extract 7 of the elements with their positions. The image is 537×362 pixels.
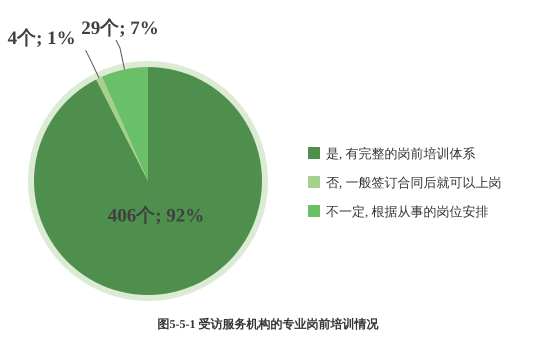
data-label: 406个; 92% bbox=[108, 205, 204, 226]
legend-label: 否, 一般签订合同后就可以上岗 bbox=[326, 175, 502, 190]
text: 图5-5-1 受访服务机构的专业岗前培训情况 bbox=[158, 317, 380, 331]
data-label: 29个; 7% bbox=[81, 18, 159, 39]
legend-label: 是, 有完整的岗前培训体系 bbox=[326, 146, 476, 161]
legend-label: 不一定, 根据从事的岗位安排 bbox=[326, 204, 488, 219]
data-label: 4个; 1% bbox=[8, 28, 76, 50]
